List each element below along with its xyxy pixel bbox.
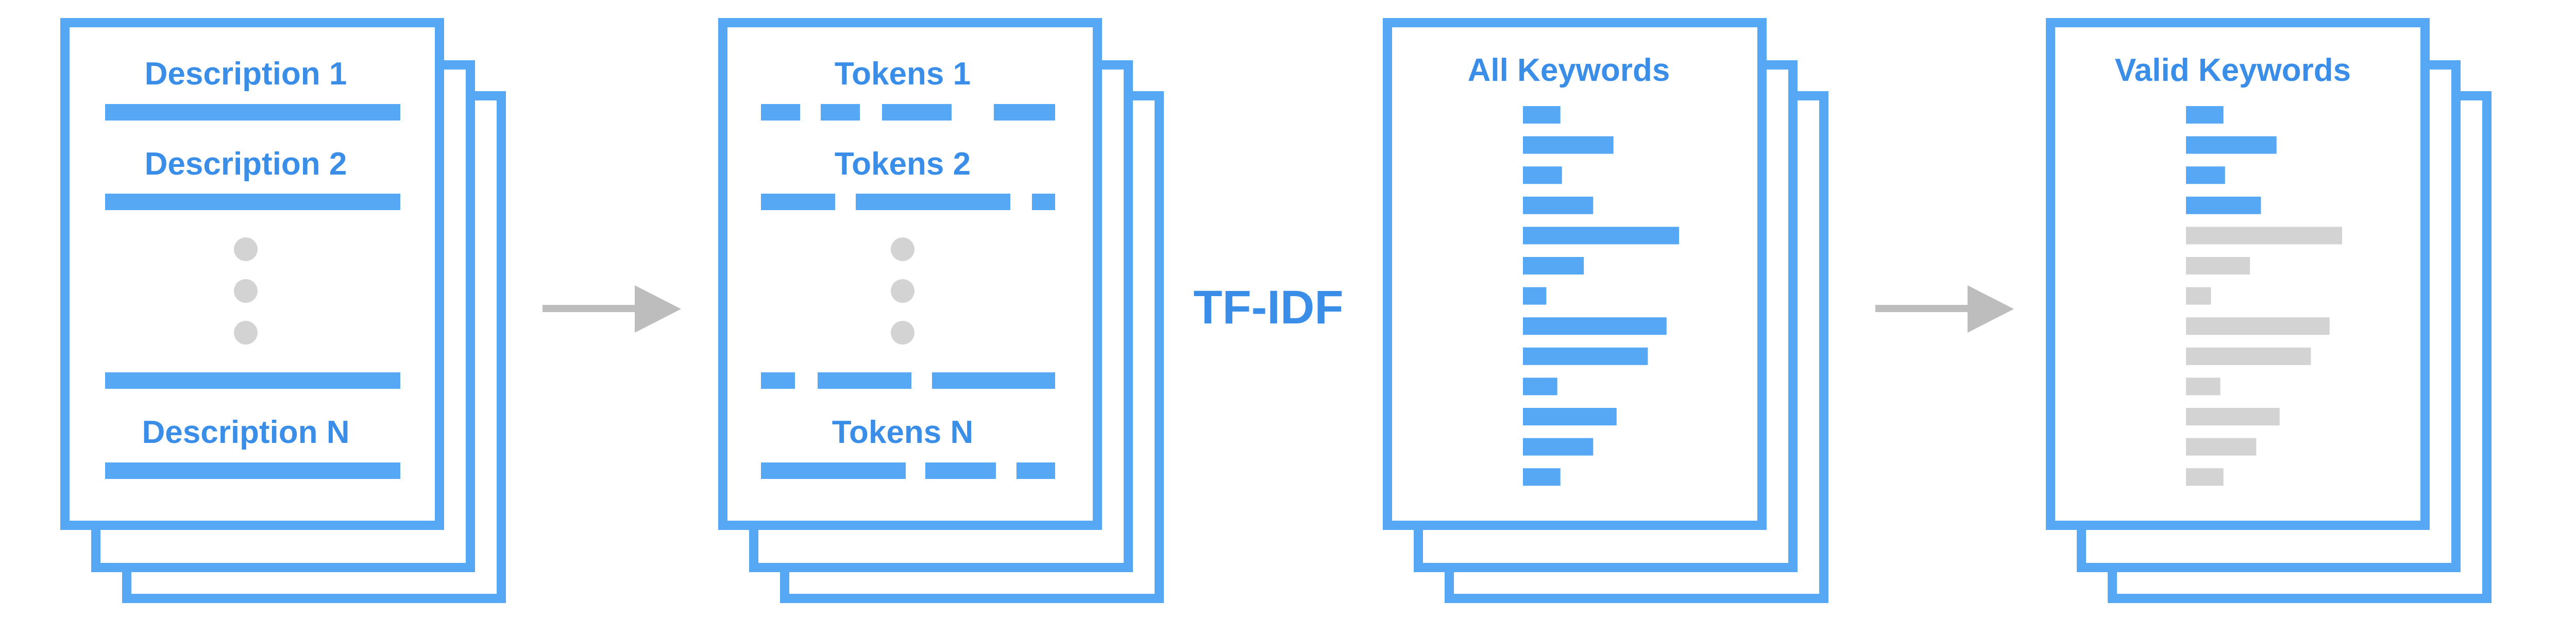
keyword-bar — [1523, 196, 1594, 214]
keyword-bar — [1523, 287, 1547, 305]
description-line — [105, 194, 400, 210]
keyword-bar — [1523, 136, 1614, 154]
tfidf-label: TF-IDF — [1193, 281, 1343, 334]
keyword-bars — [1523, 106, 1679, 486]
tokens-2-label: Tokens 2 — [835, 146, 971, 182]
valid-keywords-stack: Valid Keywords — [2046, 18, 2492, 603]
valid-keyword-bar — [2186, 106, 2224, 124]
all-keywords-title: All Keywords — [1468, 53, 1670, 88]
keyword-bar — [1523, 408, 1617, 425]
keyword-bar — [1523, 377, 1557, 396]
valid-keywords-title: Valid Keywords — [2115, 53, 2351, 88]
arrow-right-icon — [1875, 285, 2014, 333]
description-1-label: Description 1 — [145, 56, 347, 92]
description-line — [105, 462, 400, 479]
keyword-bar — [1523, 227, 1679, 245]
filtered-keyword-bar — [2186, 438, 2257, 456]
descriptions-stack: Description 1 Description 2 Description … — [60, 18, 506, 603]
filtered-keyword-bar — [2186, 408, 2280, 425]
filtered-keyword-bar — [2186, 468, 2224, 486]
tokens-stack: Tokens 1 Tokens 2 Tokens N — [718, 18, 1164, 603]
filtered-keyword-bar — [2186, 227, 2342, 245]
filtered-keyword-bar — [2186, 317, 2330, 335]
filtered-keyword-bar — [2186, 377, 2221, 396]
vertical-ellipsis-icon — [234, 237, 258, 345]
description-line — [105, 104, 400, 121]
keyword-bar — [1523, 468, 1561, 486]
filtered-keyword-bar — [2186, 257, 2250, 274]
keyword-bar — [1523, 106, 1561, 124]
tokens-n-label: Tokens N — [832, 415, 973, 450]
keyword-bar — [1523, 438, 1594, 456]
valid-keyword-bar — [2186, 166, 2225, 184]
keyword-bar — [1523, 166, 1562, 184]
token-row — [761, 372, 1055, 389]
all-keywords-stack: All Keywords — [1383, 18, 1828, 603]
filtered-keyword-bar — [2186, 287, 2211, 305]
description-n-label: Description N — [142, 415, 349, 450]
token-row — [761, 194, 1055, 210]
valid-keyword-bar — [2186, 196, 2261, 214]
tokens-1-label: Tokens 1 — [835, 56, 971, 92]
token-row — [761, 462, 1055, 479]
valid-keyword-bar — [2186, 136, 2277, 154]
keyword-bar — [1523, 317, 1667, 335]
vertical-ellipsis-icon — [891, 237, 914, 345]
filtered-keyword-bar — [2186, 347, 2311, 365]
keyword-bar — [1523, 347, 1648, 365]
description-2-label: Description 2 — [145, 146, 347, 182]
token-row — [761, 104, 1055, 121]
arrow-right-icon — [543, 285, 681, 333]
description-line — [105, 372, 400, 389]
keyword-bars — [2186, 106, 2342, 486]
keyword-bar — [1523, 257, 1584, 274]
